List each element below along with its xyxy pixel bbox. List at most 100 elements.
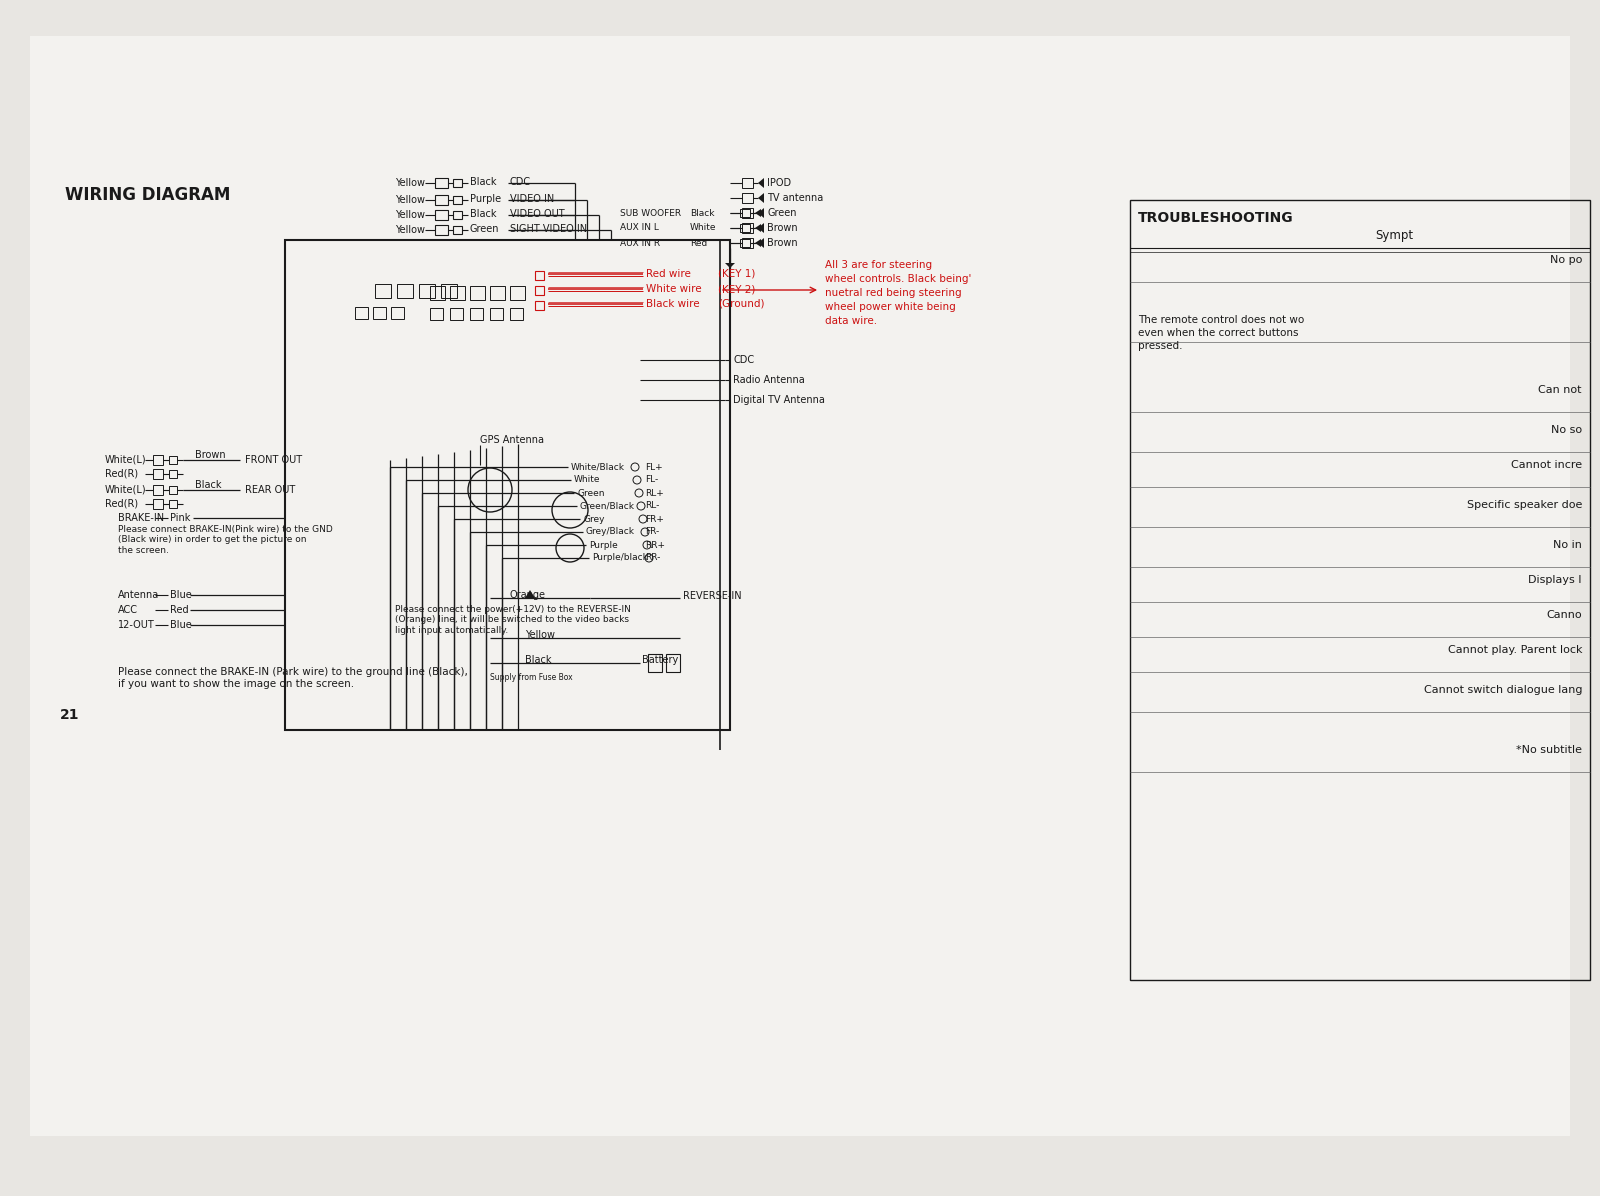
Text: nuetral red being steering: nuetral red being steering bbox=[826, 288, 962, 298]
Text: Black wire: Black wire bbox=[646, 299, 699, 309]
Text: Displays I: Displays I bbox=[1528, 575, 1582, 585]
Text: Yellow: Yellow bbox=[525, 630, 555, 640]
Text: Black: Black bbox=[470, 177, 496, 187]
Text: (KEY 1): (KEY 1) bbox=[718, 269, 755, 279]
Text: No in: No in bbox=[1554, 541, 1582, 550]
Text: TROUBLESHOOTING: TROUBLESHOOTING bbox=[1138, 210, 1294, 225]
Text: Black: Black bbox=[525, 655, 552, 665]
Text: RR-: RR- bbox=[645, 554, 661, 562]
Bar bbox=[1130, 200, 1590, 980]
Text: VIDEO OUT: VIDEO OUT bbox=[510, 209, 565, 219]
Text: GPS Antenna: GPS Antenna bbox=[480, 435, 544, 445]
Text: Canno: Canno bbox=[1546, 610, 1582, 620]
Text: wheel power white being: wheel power white being bbox=[826, 303, 955, 312]
Text: Black: Black bbox=[195, 480, 221, 490]
Text: Please connect the power(+12V) to the REVERSE-IN
(Orange) line, it will be switc: Please connect the power(+12V) to the RE… bbox=[395, 605, 630, 635]
Bar bbox=[435, 225, 448, 234]
Text: All 3 are for steering: All 3 are for steering bbox=[826, 260, 933, 270]
Text: White wire: White wire bbox=[646, 283, 702, 294]
Text: Blue: Blue bbox=[170, 620, 192, 630]
Bar bbox=[435, 178, 448, 188]
Polygon shape bbox=[758, 208, 765, 218]
Bar bbox=[170, 500, 178, 508]
Bar bbox=[430, 309, 443, 321]
Text: VIDEO IN: VIDEO IN bbox=[510, 194, 554, 205]
Text: Supply from Fuse Box: Supply from Fuse Box bbox=[490, 673, 573, 683]
Text: SUB WOOFER: SUB WOOFER bbox=[621, 208, 682, 218]
Bar bbox=[355, 307, 368, 319]
Polygon shape bbox=[758, 222, 765, 233]
Bar bbox=[490, 286, 506, 300]
Text: pressed.: pressed. bbox=[1138, 341, 1182, 350]
Polygon shape bbox=[758, 193, 765, 203]
Text: FR-: FR- bbox=[645, 527, 659, 537]
Bar bbox=[430, 286, 445, 300]
Text: White(L): White(L) bbox=[106, 486, 147, 495]
Bar bbox=[442, 283, 458, 298]
Text: Black: Black bbox=[470, 209, 496, 219]
Text: Cannot incre: Cannot incre bbox=[1510, 460, 1582, 470]
Text: 12-OUT: 12-OUT bbox=[118, 620, 155, 630]
Text: CDC: CDC bbox=[510, 177, 531, 187]
Text: (KEY 2): (KEY 2) bbox=[718, 283, 755, 294]
Text: Yellow: Yellow bbox=[395, 210, 426, 220]
Text: Purple/black: Purple/black bbox=[592, 554, 648, 562]
Text: Red: Red bbox=[170, 605, 189, 615]
Text: REVERSE-IN: REVERSE-IN bbox=[683, 591, 742, 602]
Text: even when the correct buttons: even when the correct buttons bbox=[1138, 328, 1299, 338]
Text: SIGHT VIDEO IN: SIGHT VIDEO IN bbox=[510, 224, 587, 234]
Bar bbox=[435, 210, 448, 220]
Polygon shape bbox=[755, 224, 762, 232]
Bar bbox=[453, 196, 462, 205]
Text: FL+: FL+ bbox=[645, 463, 662, 471]
Text: The remote control does not wo: The remote control does not wo bbox=[1138, 315, 1304, 325]
Text: Blue: Blue bbox=[170, 590, 192, 600]
Text: Radio Antenna: Radio Antenna bbox=[733, 376, 805, 385]
Text: Green: Green bbox=[766, 208, 797, 218]
Text: Green: Green bbox=[470, 224, 499, 234]
Text: Red wire: Red wire bbox=[646, 269, 691, 279]
Bar bbox=[154, 454, 163, 465]
Text: ACC: ACC bbox=[118, 605, 138, 615]
Bar bbox=[666, 654, 680, 672]
Text: Please connect BRAKE-IN(Pink wire) to the GND
(Black wire) in order to get the p: Please connect BRAKE-IN(Pink wire) to th… bbox=[118, 525, 333, 555]
Bar bbox=[742, 222, 754, 233]
Text: Can not: Can not bbox=[1539, 385, 1582, 395]
Bar bbox=[490, 309, 502, 321]
Bar bbox=[739, 209, 750, 216]
Text: Yellow: Yellow bbox=[395, 225, 426, 234]
Bar bbox=[435, 195, 448, 205]
Text: RL+: RL+ bbox=[645, 488, 664, 498]
Text: White: White bbox=[574, 476, 600, 484]
Text: Brown: Brown bbox=[195, 450, 226, 460]
Bar bbox=[742, 238, 754, 248]
Text: White: White bbox=[690, 224, 717, 232]
Text: Grey/Black: Grey/Black bbox=[586, 527, 635, 537]
Text: Red: Red bbox=[690, 238, 707, 248]
Bar bbox=[510, 286, 525, 300]
Polygon shape bbox=[525, 590, 534, 598]
Text: AUX IN L: AUX IN L bbox=[621, 224, 659, 232]
Text: Please connect the BRAKE-IN (Park wire) to the ground line (Black),
if you want : Please connect the BRAKE-IN (Park wire) … bbox=[118, 667, 467, 689]
Bar bbox=[470, 286, 485, 300]
Bar bbox=[453, 210, 462, 219]
Text: REAR OUT: REAR OUT bbox=[245, 486, 296, 495]
Bar bbox=[648, 654, 662, 672]
Text: *No subtitle: *No subtitle bbox=[1517, 745, 1582, 755]
Bar bbox=[510, 309, 523, 321]
Bar bbox=[170, 486, 178, 494]
Bar bbox=[534, 301, 544, 310]
Text: BRAKE-IN: BRAKE-IN bbox=[118, 513, 165, 523]
Bar bbox=[154, 486, 163, 495]
Bar bbox=[742, 178, 754, 188]
Polygon shape bbox=[755, 209, 762, 216]
Bar bbox=[154, 469, 163, 480]
Bar bbox=[453, 179, 462, 187]
Text: 21: 21 bbox=[61, 708, 80, 722]
Bar bbox=[390, 307, 403, 319]
Text: Red(R): Red(R) bbox=[106, 469, 138, 480]
Text: FL-: FL- bbox=[645, 476, 658, 484]
Text: No so: No so bbox=[1550, 425, 1582, 435]
Text: Brown: Brown bbox=[766, 222, 798, 233]
Bar bbox=[739, 239, 750, 248]
